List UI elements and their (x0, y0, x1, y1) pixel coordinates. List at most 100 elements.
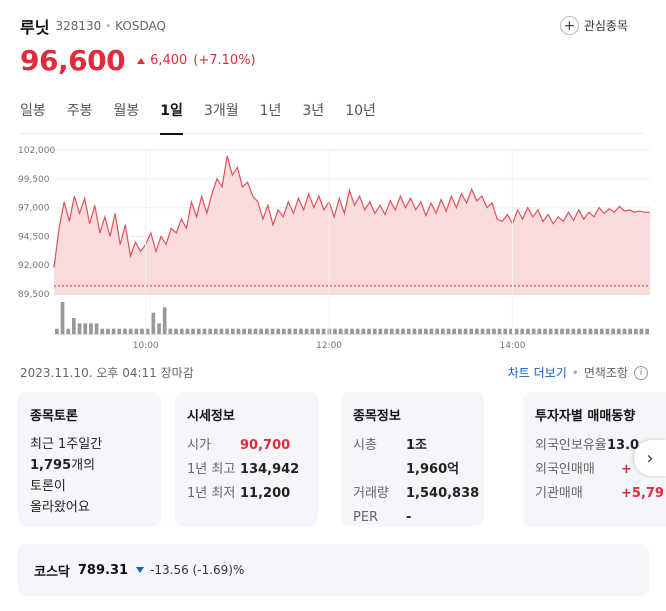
volume-bar (282, 328, 286, 334)
volume-bar (509, 328, 513, 334)
discussion-card[interactable]: 종목토론 최근 1주일간 1,795개의 토론이 올라왔어요 (18, 392, 161, 526)
stock-header: 루닛 328130 • KOSDAQ + 관심종목 (20, 14, 646, 38)
plus-circle-icon: + (559, 16, 579, 35)
volume-bar (622, 328, 627, 334)
y-tick-label: 99,500 (18, 175, 50, 185)
info-icon[interactable]: i (634, 365, 648, 380)
discussion-body: 최근 1주일간 1,795개의 토론이 올라왔어요 (30, 434, 149, 518)
volume-bar (395, 328, 400, 334)
volume-bar (418, 328, 422, 334)
disclaimer-link[interactable]: 면책조항 (583, 366, 628, 380)
volume-bar (616, 328, 621, 334)
volume-bar (321, 328, 326, 334)
y-tick-label: 97,000 (18, 204, 50, 214)
market-close-timestamp: 2023.11.10. 오후 04:11 장마감 (20, 366, 194, 380)
tab-monthly-candle[interactable]: 월봉 (113, 103, 140, 119)
volume-bar (174, 328, 178, 334)
info-value: 11,200 (240, 486, 291, 501)
volume-bar (259, 328, 263, 334)
volume-bar (412, 328, 417, 334)
volume-bar (151, 312, 156, 334)
info-label: 외국인매매 (535, 462, 595, 477)
volume-bar (219, 328, 224, 334)
volume-bar (66, 328, 71, 334)
volume-bar (248, 328, 252, 334)
x-tick-label: 12:00 (316, 341, 342, 351)
discussion-line: 토론이 (30, 479, 66, 494)
current-price: 96,600 (20, 44, 126, 77)
volume-bar (231, 328, 235, 334)
card-title: 종목토론 (30, 409, 78, 424)
volume-bar (639, 328, 644, 334)
intraday-chart[interactable]: 102,000 99,500 97,000 94,500 92,000 89,500 10:… (18, 142, 650, 354)
volume-bar (571, 328, 576, 334)
volume-bar (560, 328, 564, 334)
card-title: 시세정보 (187, 409, 235, 424)
volume-bar (645, 328, 649, 334)
y-tick-label: 92,000 (18, 261, 50, 271)
stock-info-card[interactable]: 종목정보 시총 1조 1,960억 거래량 1,540,838 PER - (341, 392, 484, 526)
chevron-right-icon[interactable]: › (634, 440, 666, 476)
volume-bar (441, 328, 445, 334)
volume-bar (94, 323, 99, 334)
tab-1-day[interactable]: 1일 (160, 96, 183, 135)
volume-bar (492, 328, 496, 334)
investor-trend-card[interactable]: 투자자별 매매동향 외국인보유율 13.0 외국인매매 + 기관매매 +5,79 (523, 392, 666, 526)
tab-3-months[interactable]: 3개월 (203, 103, 239, 119)
price-chart-svg[interactable]: 102,000 99,500 97,000 94,500 92,000 89,500 10:… (18, 142, 650, 354)
volume-bar (304, 328, 309, 334)
volume-bar (100, 328, 105, 334)
x-tick-label: 10:00 (133, 341, 159, 351)
price-line (53, 155, 650, 268)
volume-bar (123, 328, 127, 334)
volume-bar (60, 302, 65, 334)
stock-name: 루닛 (20, 18, 50, 37)
volume-bar (265, 328, 269, 334)
volume-bar (378, 328, 383, 334)
volume-bar (514, 328, 519, 334)
volume-bar (486, 328, 491, 334)
tab-1-year[interactable]: 1년 (259, 103, 282, 119)
info-label: 외국인보유율 (535, 438, 607, 453)
info-value: +5,79 (621, 486, 664, 501)
info-value: 90,700 (240, 438, 291, 453)
volume-bar (599, 328, 604, 334)
volume-bar (537, 328, 542, 334)
volume-bar (140, 328, 144, 334)
separator-dot: • (105, 20, 112, 32)
volume-bar (213, 328, 218, 334)
volume-bar (270, 328, 275, 334)
triangle-up-icon (137, 57, 146, 64)
info-value: + (621, 462, 632, 477)
tab-3-years[interactable]: 3년 (302, 103, 325, 119)
volume-bar (446, 328, 451, 334)
chart-more-link[interactable]: 차트 더보기 (507, 366, 567, 380)
tab-daily-candle[interactable]: 일봉 (20, 103, 46, 119)
volume-bar (384, 328, 388, 334)
volume-bar (526, 328, 530, 334)
volume-bar (463, 328, 468, 334)
tab-10-years[interactable]: 10년 (345, 103, 376, 119)
volume-bar (588, 328, 593, 334)
x-tick-label: 14:00 (499, 341, 525, 351)
price-area-fill (54, 155, 650, 294)
market-info-card[interactable]: 시세정보 시가 90,700 1년 최고 134,942 1년 최저 11,200 (175, 392, 318, 526)
volume-bar (162, 307, 167, 334)
info-row: 1년 최저 11,200 (187, 482, 306, 506)
kosdaq-index-bar[interactable]: 코스닥 789.31 -13.56 (-1.69)% (18, 544, 649, 596)
info-row: 시총 1조 1,960억 (353, 434, 472, 482)
status-row: 2023.11.10. 오후 04:11 장마감 차트 더보기 • 면책조항 i (20, 362, 648, 380)
card-title: 종목정보 (353, 409, 401, 424)
volume-bar (543, 328, 547, 334)
volume-bar (361, 328, 366, 334)
volume-bar (128, 328, 133, 334)
period-tabs: 일봉 주봉 월봉 1일 3개월 1년 3년 10년 (20, 96, 646, 135)
tab-weekly-candle[interactable]: 주봉 (66, 103, 93, 119)
add-watchlist-button[interactable]: + 관심종목 (559, 16, 628, 35)
discussion-line: 최근 1주일간 (30, 437, 103, 452)
volume-bar (83, 323, 88, 334)
info-label: 1년 최저 (187, 486, 236, 501)
volume-bar (168, 328, 173, 334)
info-label: 기관매매 (535, 486, 583, 501)
info-row: PER - (353, 506, 472, 526)
